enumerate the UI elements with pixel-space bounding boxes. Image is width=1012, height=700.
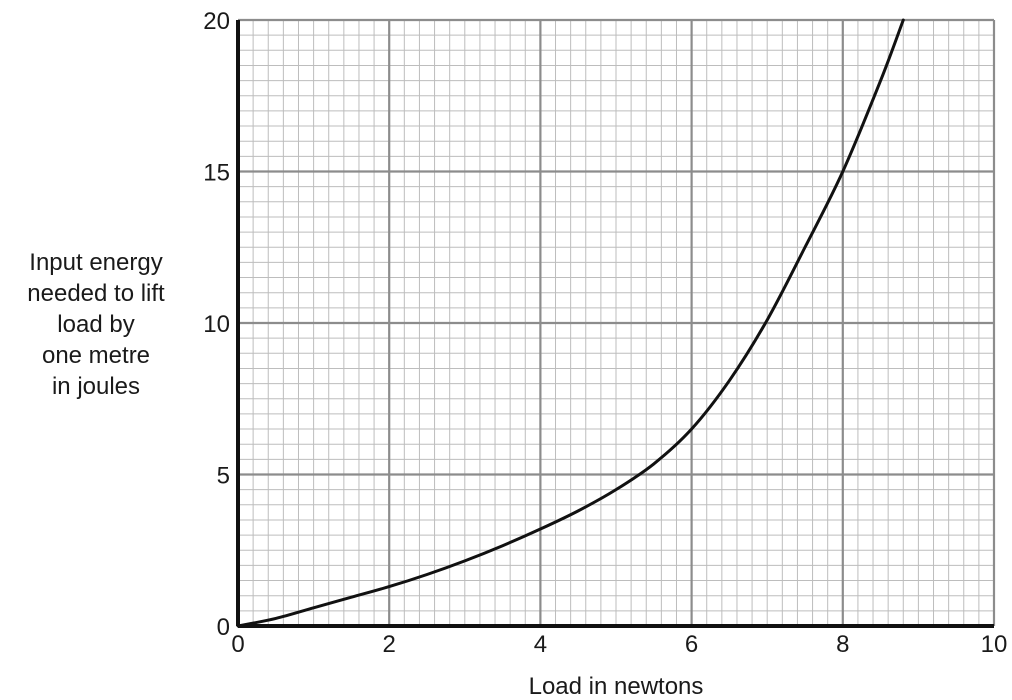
y-tick-labels: 0 5 10 15 20 (203, 8, 230, 641)
x-tick-label: 4 (534, 631, 547, 658)
y-tick-label: 10 (203, 311, 230, 338)
axes (236, 20, 994, 628)
series-line (236, 18, 905, 628)
x-tick-labels: 0 2 4 6 8 10 (231, 631, 1007, 658)
y-axis-title-line: needed to lift (27, 280, 165, 307)
x-axis-title: Load in newtons (529, 673, 704, 700)
x-tick-label: 2 (383, 631, 396, 658)
curve-layer (236, 18, 905, 628)
y-axis-title-line: load by (57, 311, 134, 338)
x-tick-label: 10 (981, 631, 1008, 658)
y-axis-title-line: one metre (42, 342, 150, 369)
y-tick-label: 5 (217, 463, 230, 490)
x-tick-label: 0 (231, 631, 244, 658)
y-tick-label: 20 (203, 8, 230, 35)
y-tick-label: 15 (203, 160, 230, 187)
y-axis-title: Input energy needed to lift load by one met… (27, 249, 165, 400)
y-tick-label: 0 (217, 614, 230, 641)
y-axis-title-line: Input energy (29, 249, 162, 276)
x-tick-label: 8 (836, 631, 849, 658)
x-tick-label: 6 (685, 631, 698, 658)
y-axis-title-line: in joules (52, 373, 140, 400)
